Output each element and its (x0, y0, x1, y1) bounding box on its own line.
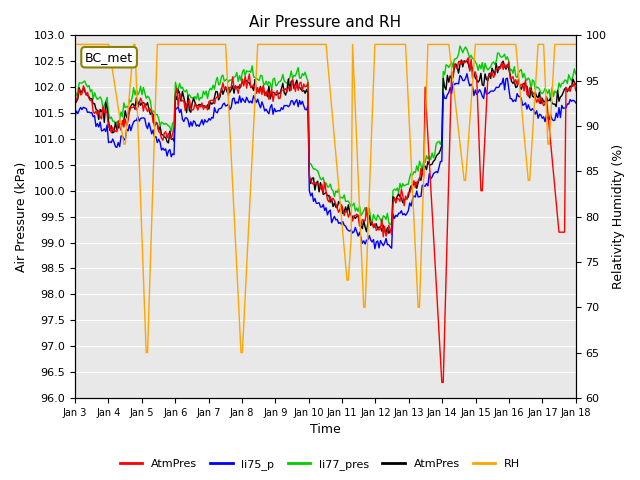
Y-axis label: Relativity Humidity (%): Relativity Humidity (%) (612, 144, 625, 289)
Y-axis label: Air Pressure (kPa): Air Pressure (kPa) (15, 161, 28, 272)
Legend: AtmPres, li75_p, li77_pres, AtmPres, RH: AtmPres, li75_p, li77_pres, AtmPres, RH (115, 455, 525, 474)
Title: Air Pressure and RH: Air Pressure and RH (250, 15, 401, 30)
Text: BC_met: BC_met (85, 51, 133, 64)
X-axis label: Time: Time (310, 423, 340, 436)
